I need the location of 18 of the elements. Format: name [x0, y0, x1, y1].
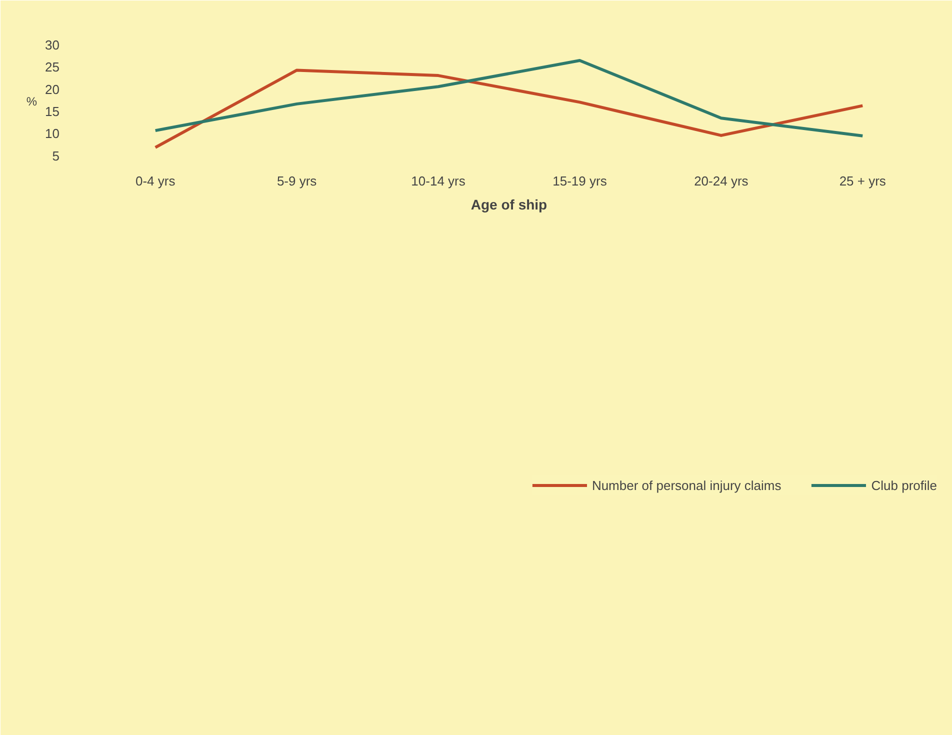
- y-tick-label: 25: [45, 60, 60, 75]
- line-series: [154, 68, 864, 149]
- x-tick-label: 0-4 yrs: [136, 174, 176, 188]
- y-tick-label: 5: [52, 148, 60, 164]
- x-tick-label: 15-19 yrs: [552, 174, 608, 188]
- y-tick-label: 10: [45, 126, 60, 142]
- legend-label: Club profile: [871, 478, 937, 492]
- x-tick-label: 25 + yrs: [839, 174, 886, 188]
- y-tick-label: 30: [45, 37, 60, 52]
- line-series: [154, 58, 864, 138]
- x-tick-label: 10-14 yrs: [411, 174, 466, 188]
- y-axis-title: %: [26, 94, 38, 108]
- x-tick-label: 5-9 yrs: [276, 174, 318, 188]
- x-tick-label: 20-24 yrs: [694, 174, 749, 188]
- y-tick-label: 20: [45, 82, 60, 97]
- y-tick-label: 15: [45, 104, 60, 119]
- x-axis-title: Age of ship: [470, 196, 548, 212]
- legend-label: Number of personal injury claims: [592, 478, 782, 492]
